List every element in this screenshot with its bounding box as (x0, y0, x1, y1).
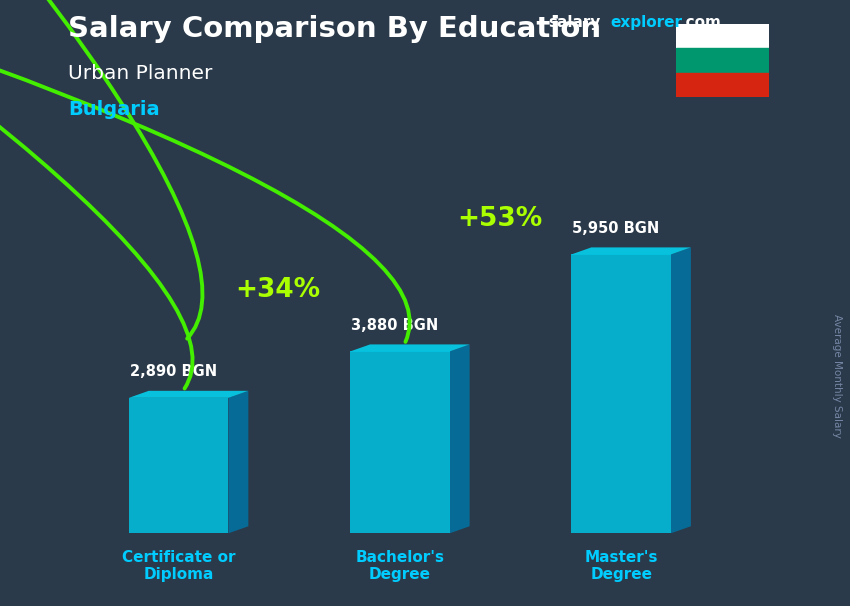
Bar (676, 73, 769, 97)
Text: Salary Comparison By Education: Salary Comparison By Education (68, 15, 601, 43)
Text: explorer: explorer (610, 15, 683, 30)
Text: salary: salary (548, 15, 601, 30)
Polygon shape (571, 247, 691, 255)
Polygon shape (671, 247, 691, 533)
Polygon shape (129, 391, 248, 398)
Text: .com: .com (680, 15, 721, 30)
Text: Average Monthly Salary: Average Monthly Salary (832, 314, 842, 438)
Polygon shape (450, 344, 469, 533)
Text: Bulgaria: Bulgaria (68, 100, 160, 119)
Text: 5,950 BGN: 5,950 BGN (573, 221, 660, 236)
Polygon shape (229, 391, 248, 533)
Bar (676, 48, 769, 73)
Polygon shape (350, 344, 469, 351)
Text: Urban Planner: Urban Planner (68, 64, 212, 82)
Text: 2,890 BGN: 2,890 BGN (130, 364, 217, 379)
Bar (676, 24, 769, 48)
Text: +53%: +53% (456, 206, 542, 232)
Text: +34%: +34% (235, 276, 320, 302)
Polygon shape (571, 255, 671, 533)
Polygon shape (129, 398, 229, 533)
Text: 3,880 BGN: 3,880 BGN (351, 318, 439, 333)
Polygon shape (350, 351, 450, 533)
